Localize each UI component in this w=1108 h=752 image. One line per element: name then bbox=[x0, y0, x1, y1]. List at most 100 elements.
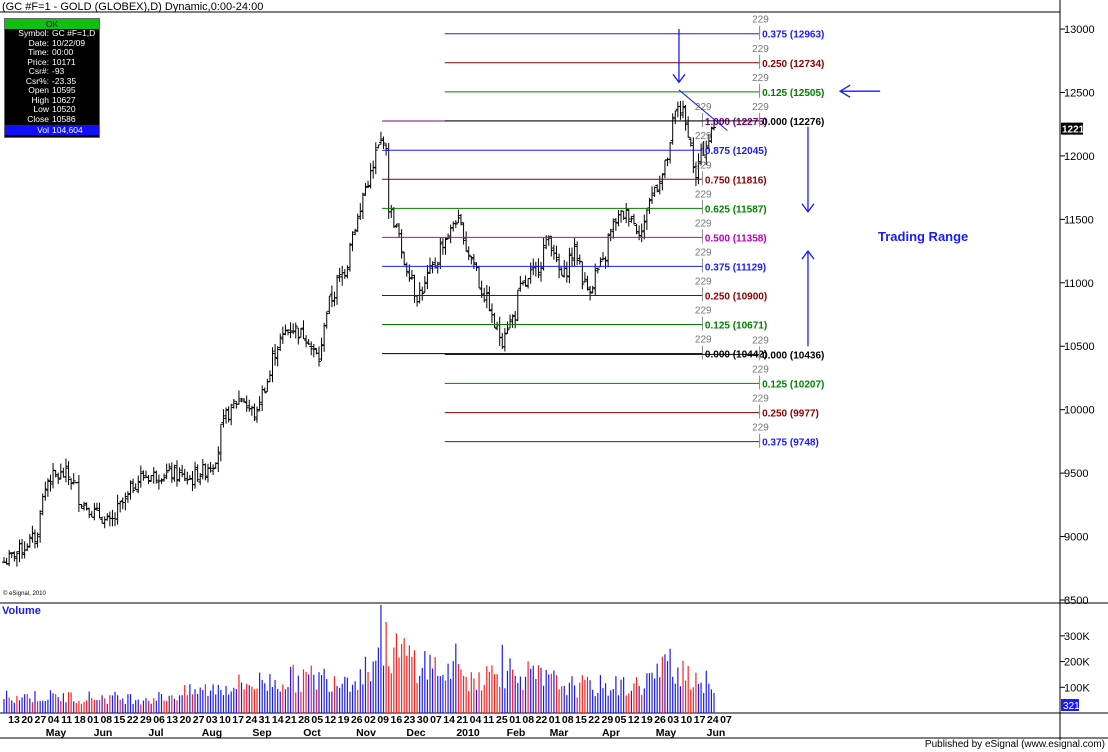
volume-tick-label: 100K bbox=[1064, 682, 1090, 694]
ohlc-bar bbox=[371, 160, 376, 179]
fib-level-label: 0.375 (9748) bbox=[762, 438, 819, 449]
fib-level-label: 0.000 (10442) bbox=[705, 350, 767, 361]
ohlc-bar bbox=[686, 116, 691, 138]
day-tick-label: 26 bbox=[654, 714, 666, 726]
fib-level-label: 0.750 (11816) bbox=[705, 175, 767, 186]
ohlc-bar bbox=[345, 265, 350, 279]
day-tick-label: 08 bbox=[100, 714, 112, 726]
ohlc-bar bbox=[208, 462, 213, 473]
ohlc-bar bbox=[293, 322, 298, 339]
fib-level-label: 1.000 (12275) bbox=[705, 117, 767, 128]
ohlc-bar bbox=[327, 295, 332, 315]
ohlc-bar bbox=[229, 403, 234, 426]
ohlc-bar bbox=[430, 261, 435, 274]
day-tick-label: 12 bbox=[325, 714, 337, 726]
info-key: Low bbox=[33, 104, 49, 114]
ohlc-bar bbox=[159, 478, 164, 484]
fib-tag: 229 bbox=[752, 394, 769, 405]
price-tick-label: 9500 bbox=[1064, 468, 1088, 480]
info-row: Date: 10/22/09 bbox=[5, 37, 99, 49]
info-value: 10627 bbox=[52, 94, 76, 105]
ohlc-bar bbox=[239, 397, 244, 403]
ohlc-bar bbox=[381, 136, 386, 149]
day-tick-label: 08 bbox=[522, 714, 534, 726]
ohlc-bar bbox=[554, 245, 559, 263]
day-tick-label: 30 bbox=[417, 714, 429, 726]
day-tick-label: 07 bbox=[720, 714, 732, 726]
info-key: Date: bbox=[28, 37, 49, 48]
month-label: Oct bbox=[303, 727, 321, 739]
ohlc-bar bbox=[324, 311, 329, 329]
ohlc-bar bbox=[35, 532, 40, 548]
ohlc-bar bbox=[185, 471, 190, 485]
info-row: Close 10586 bbox=[5, 114, 99, 125]
ohlc-bar bbox=[291, 323, 296, 335]
day-tick-label: 11 bbox=[61, 714, 72, 726]
ohlc-bar bbox=[595, 267, 600, 274]
ohlc-bar bbox=[154, 470, 159, 484]
ohlc-bar bbox=[523, 275, 528, 287]
day-tick-label: 19 bbox=[641, 714, 653, 726]
day-tick-label: 21 bbox=[285, 714, 297, 726]
ohlc-bar bbox=[461, 222, 466, 245]
day-tick-label: 14 bbox=[443, 714, 455, 726]
price-tick-label: 8500 bbox=[1064, 595, 1088, 607]
ohlc-bar bbox=[71, 473, 76, 485]
price-tick-label: 11000 bbox=[1064, 278, 1094, 290]
price-bars bbox=[2, 100, 716, 567]
volume-tick-label: 200K bbox=[1064, 657, 1090, 669]
ohlc-bar bbox=[484, 284, 489, 309]
cursor-info-box: OK Symbol: GC #F=1,D Date: 10/22/09 Time: 00:… bbox=[4, 18, 100, 138]
ohlc-bar bbox=[94, 502, 99, 511]
fib-level-label: 0.125 (12505) bbox=[762, 88, 824, 99]
range-arrow-up-head bbox=[801, 249, 815, 260]
day-tick-label: 23 bbox=[404, 714, 416, 726]
info-value: 10520 bbox=[52, 104, 76, 114]
ohlc-bar bbox=[670, 113, 675, 145]
fib-level-label: 0.000 (10436) bbox=[762, 350, 824, 361]
ohlc-bar bbox=[231, 399, 236, 409]
day-tick-label: 25 bbox=[496, 714, 508, 726]
fib-level-label: 0.125 (10671) bbox=[705, 321, 767, 332]
month-label: Aug bbox=[202, 727, 222, 739]
ohlc-bar bbox=[169, 462, 174, 483]
month-label: Sep bbox=[252, 727, 271, 739]
ohlc-bar bbox=[187, 475, 192, 481]
ohlc-bar bbox=[575, 241, 580, 266]
ohlc-bar bbox=[316, 346, 321, 367]
fib-level-label: 0.000 (12276) bbox=[762, 117, 824, 128]
ohlc-bar bbox=[438, 237, 443, 270]
ohlc-bar bbox=[366, 180, 371, 189]
ohlc-bar bbox=[224, 407, 229, 424]
info-value: -23.35 bbox=[52, 75, 77, 86]
fib-tag: 229 bbox=[752, 423, 769, 434]
ohlc-bar bbox=[48, 474, 53, 492]
ohlc-bar bbox=[363, 182, 368, 196]
fib-level-label: 0.875 (12045) bbox=[705, 146, 767, 157]
ohlc-bar bbox=[252, 403, 257, 422]
month-label: Apr bbox=[602, 727, 620, 739]
price-tick-label: 10000 bbox=[1064, 405, 1095, 417]
ohlc-bar bbox=[564, 261, 569, 283]
ohlc-bar bbox=[373, 142, 378, 175]
fib-tag: 229 bbox=[752, 44, 769, 55]
ohlc-bar bbox=[668, 141, 673, 164]
ohlc-bar bbox=[337, 267, 342, 283]
trading-range-label: Trading Range bbox=[878, 229, 969, 244]
ohlc-bar bbox=[69, 478, 74, 490]
ohlc-bar bbox=[353, 228, 358, 236]
ohlc-bar bbox=[7, 550, 12, 567]
ohlc-bar bbox=[278, 333, 283, 352]
info-value: 104,604 bbox=[52, 125, 83, 135]
info-row: Time: 00:00 bbox=[5, 47, 99, 58]
fib-tag: 229 bbox=[695, 189, 712, 200]
ohlc-bar bbox=[588, 285, 593, 301]
current-volume-box bbox=[1061, 699, 1079, 711]
info-key: Price: bbox=[27, 56, 49, 67]
ohlc-bar bbox=[177, 467, 182, 482]
ohlc-bar bbox=[688, 137, 693, 147]
ohlc-bar bbox=[182, 468, 187, 482]
ohlc-bar bbox=[203, 463, 208, 481]
ohlc-bar bbox=[358, 203, 363, 220]
ohlc-bar bbox=[304, 335, 309, 348]
